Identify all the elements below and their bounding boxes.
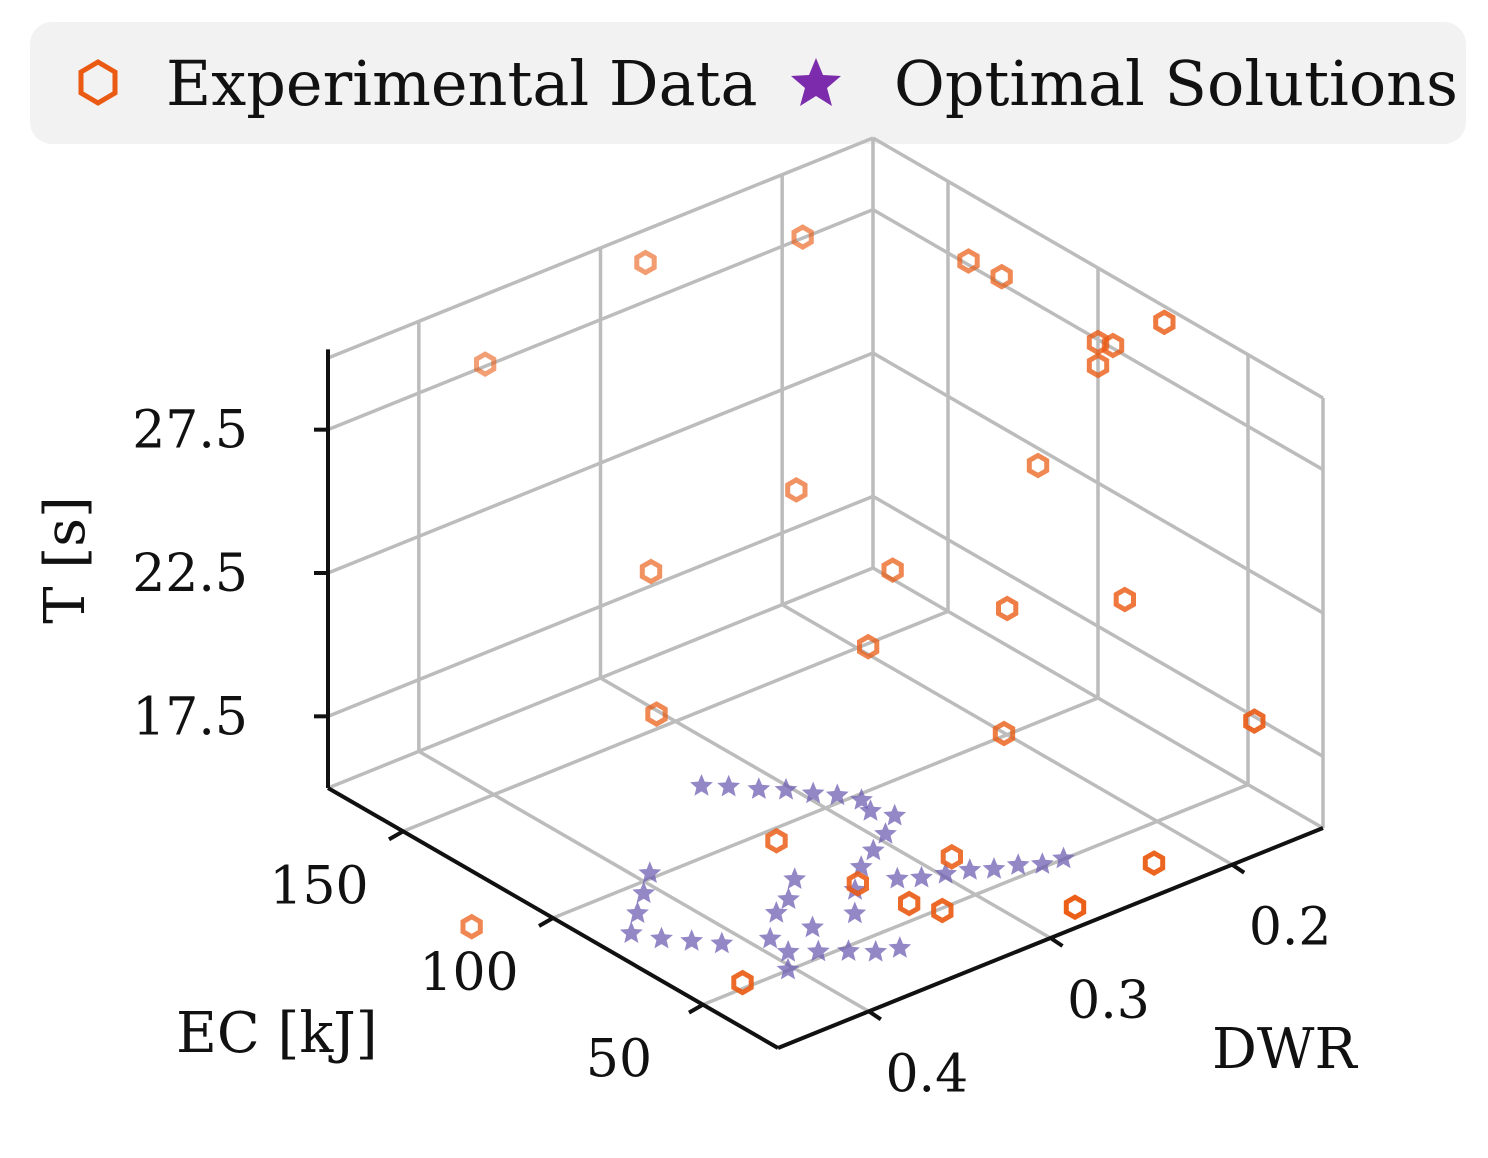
optimal-solution-point <box>747 777 771 799</box>
axes <box>314 349 1324 1050</box>
optimal-solution-point <box>850 788 873 810</box>
optimal-solution-point <box>638 861 662 883</box>
data-points <box>460 224 1266 996</box>
x-tick-label: 0.3 <box>1067 971 1150 1031</box>
optimal-solution-point <box>801 915 824 938</box>
experimental-point <box>765 827 788 854</box>
legend-label-experimental: Experimental Data <box>166 46 758 120</box>
experimental-point <box>881 557 904 583</box>
optimal-solution-point <box>888 936 912 958</box>
optimal-solution-point <box>777 887 800 909</box>
x-axis-label: DWR <box>1212 1017 1358 1082</box>
legend: Experimental Data Optimal Solutions <box>30 22 1466 144</box>
tick-labels: 27.5 22.5 17.5 150 100 50 0.2 0.3 0.4 <box>132 401 1331 1105</box>
optimal-solution-point <box>859 799 882 821</box>
hexagon-outline-icon <box>78 59 118 106</box>
x-tick <box>1231 863 1246 875</box>
experimental-point <box>940 843 963 870</box>
optimal-solution-point <box>774 777 798 800</box>
optimal-solution-point <box>801 781 825 804</box>
experimental-point <box>957 248 980 274</box>
optimal-solution-point <box>776 957 800 980</box>
experimental-point <box>731 969 754 996</box>
optimal-solution-point <box>1052 846 1075 869</box>
experimental-point <box>898 890 921 917</box>
optimal-solution-point <box>1030 852 1054 874</box>
legend-item-experimental: Experimental Data <box>68 22 757 144</box>
experimental-point <box>1063 894 1087 921</box>
optimal-solution-point <box>910 865 933 888</box>
optimal-solution-point <box>680 929 704 951</box>
experimental-point <box>474 351 497 377</box>
optimal-solution-point <box>864 939 888 962</box>
experimental-point <box>990 263 1013 290</box>
optimal-solution-point <box>837 939 860 961</box>
experimental-point <box>996 595 1019 622</box>
experimental-point <box>857 633 880 660</box>
grid-lines <box>326 136 1325 1013</box>
optimal-solution-point <box>776 940 800 962</box>
optimal-solution-point <box>764 901 788 923</box>
experimental-point <box>992 720 1016 747</box>
grid-line <box>599 676 1052 940</box>
optimal-solution-point <box>690 774 713 796</box>
optimal-solution-point <box>861 838 885 861</box>
y-tick-label: 150 <box>269 856 368 916</box>
optimal-solution-point <box>710 931 734 954</box>
optimal-solution-point <box>958 858 982 880</box>
x-tick-label: 0.4 <box>885 1044 968 1104</box>
optimal-solution-point <box>717 774 741 797</box>
optimal-solution-point <box>783 867 807 889</box>
experimental-point <box>645 701 668 727</box>
x-tick <box>1049 936 1064 948</box>
optimal-solution-point <box>758 926 782 949</box>
experimental-point <box>1113 586 1136 613</box>
y-tick-label: 100 <box>419 943 518 1003</box>
optimal-solution-point <box>825 783 849 806</box>
experimental-point <box>1026 452 1050 479</box>
z-tick-label: 27.5 <box>132 401 248 461</box>
experimental-point <box>1086 352 1110 379</box>
y-tick <box>538 916 554 928</box>
experimental-point <box>1086 329 1110 356</box>
x-tick <box>867 1009 882 1021</box>
experimental-point <box>1243 708 1266 734</box>
optimal-solution-point <box>806 939 830 962</box>
z-axis-label: T [s] <box>33 496 98 624</box>
optimal-solution-point <box>934 861 958 884</box>
optimal-solution-point <box>843 901 867 924</box>
optimal-solution-point <box>849 855 873 877</box>
x-tick-label: 0.2 <box>1249 898 1332 958</box>
optimal-solution-point <box>626 901 649 923</box>
experimental-point <box>785 477 808 503</box>
z-tick-label: 17.5 <box>132 687 248 747</box>
legend-label-optimal: Optimal Solutions <box>894 46 1458 120</box>
y-tick-label: 50 <box>586 1030 652 1090</box>
experimental-point <box>1153 309 1176 336</box>
optimal-solution-point <box>619 921 643 943</box>
experimental-point <box>634 249 657 276</box>
optimal-solution-point <box>1006 853 1030 875</box>
optimal-solution-point <box>650 926 673 949</box>
legend-item-optimal: Optimal Solutions <box>782 22 1458 144</box>
experimental-point <box>931 897 954 924</box>
experimental-point <box>1142 850 1166 876</box>
y-tick <box>688 1002 704 1015</box>
experimental-point <box>639 558 663 585</box>
optimal-solution-point <box>885 866 909 889</box>
experimental-point <box>791 224 814 250</box>
star-icon <box>791 58 841 106</box>
optimal-solution-point <box>883 803 907 826</box>
y-axis-label: EC [kJ] <box>176 1001 378 1066</box>
z-tick-label: 22.5 <box>132 544 248 604</box>
y-tick <box>388 829 404 842</box>
experimental-point <box>846 870 869 897</box>
experimental-point <box>460 913 483 940</box>
optimal-solution-point <box>982 857 1006 879</box>
optimal-solution-point <box>632 881 656 903</box>
optimal-solution-point <box>874 822 897 844</box>
